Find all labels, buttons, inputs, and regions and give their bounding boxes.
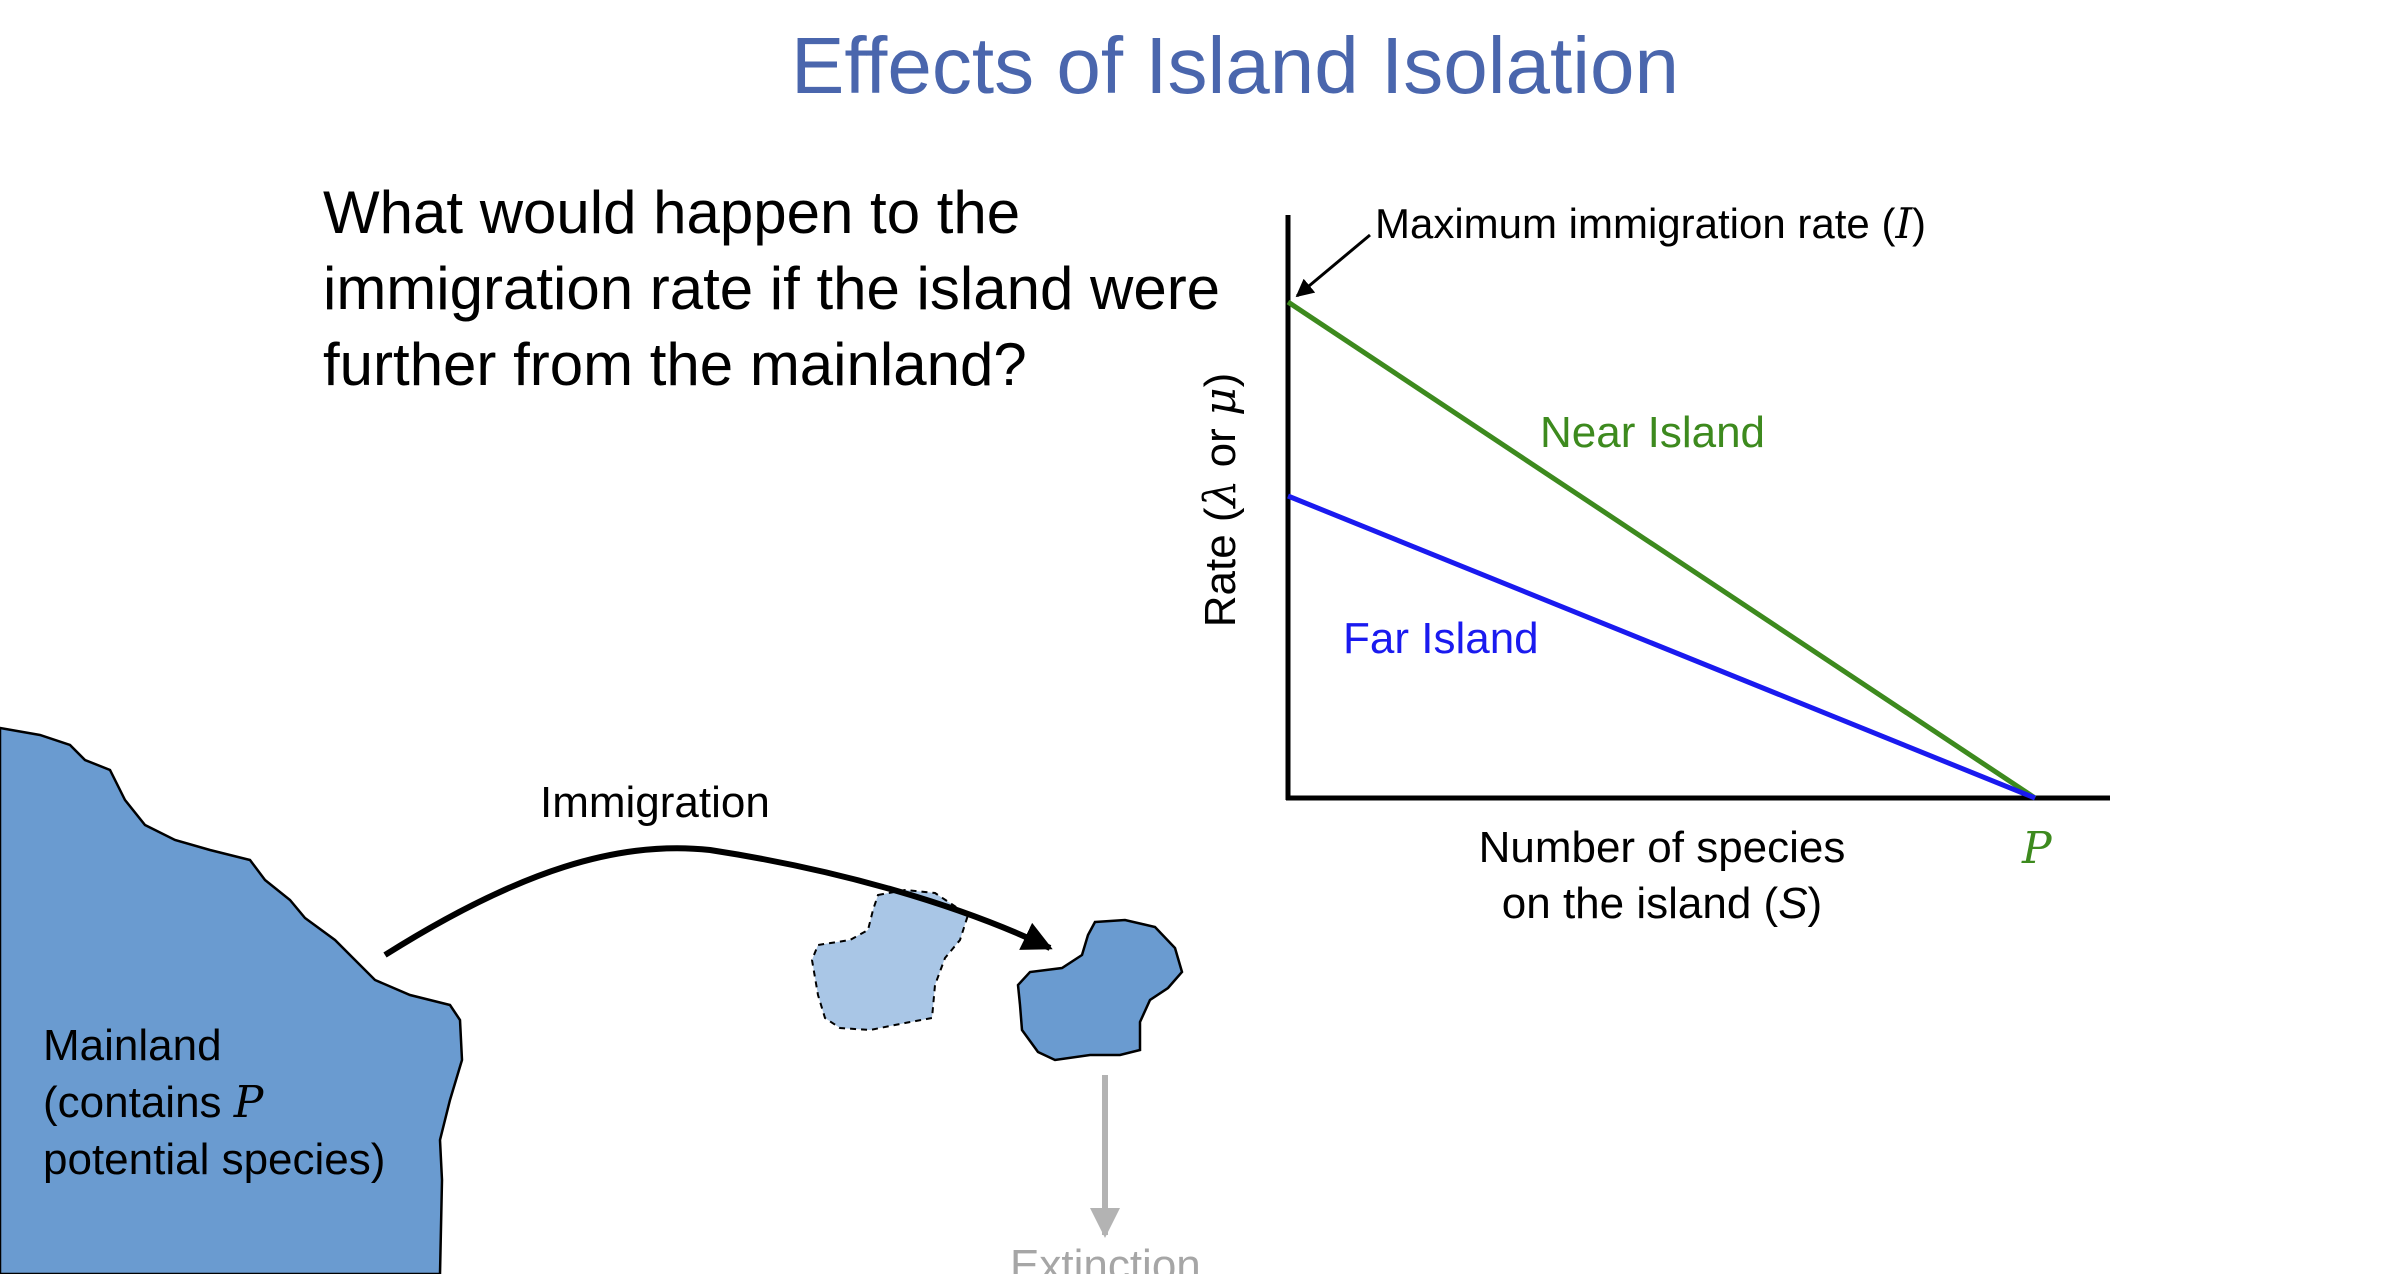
p-label: P [2021, 823, 2053, 874]
x-axis-label-line2: on the island (S) [1502, 879, 1822, 928]
graph: Near Island Far Island Maximum immigrati… [1195, 199, 2110, 928]
x-axis-label-line1: Number of species [1479, 823, 1846, 872]
slide-title: Effects of Island Isolation [791, 21, 1679, 110]
mainland-label-line1: Mainland [43, 1021, 222, 1070]
near-island-line [1286, 299, 2037, 801]
island-shape [1016, 918, 1184, 1062]
question-text: What would happen to the immigration rat… [323, 179, 1221, 398]
immigration-label: Immigration [540, 778, 770, 827]
near-island-label: Near Island [1540, 408, 1765, 457]
y-axis-label: Rate (λ or μ) [1195, 373, 1246, 628]
mainland-shape [0, 726, 464, 1274]
mainland-label: Mainland (contains P potential species) [43, 1017, 385, 1188]
far-island-label: Far Island [1343, 614, 1539, 663]
immigration-arrow [383, 845, 1053, 958]
mainland-label-line3: potential species) [43, 1135, 386, 1184]
ghost-island-shape [810, 888, 970, 1032]
far-island-line [1287, 493, 2036, 801]
max-immigration-pointer [1295, 233, 1371, 298]
max-immigration-label: Maximum immigration rate (I) [1375, 199, 1926, 248]
mainland-label-line2: (contains P [43, 1077, 264, 1128]
extinction-label: Extinction [1010, 1241, 1201, 1274]
